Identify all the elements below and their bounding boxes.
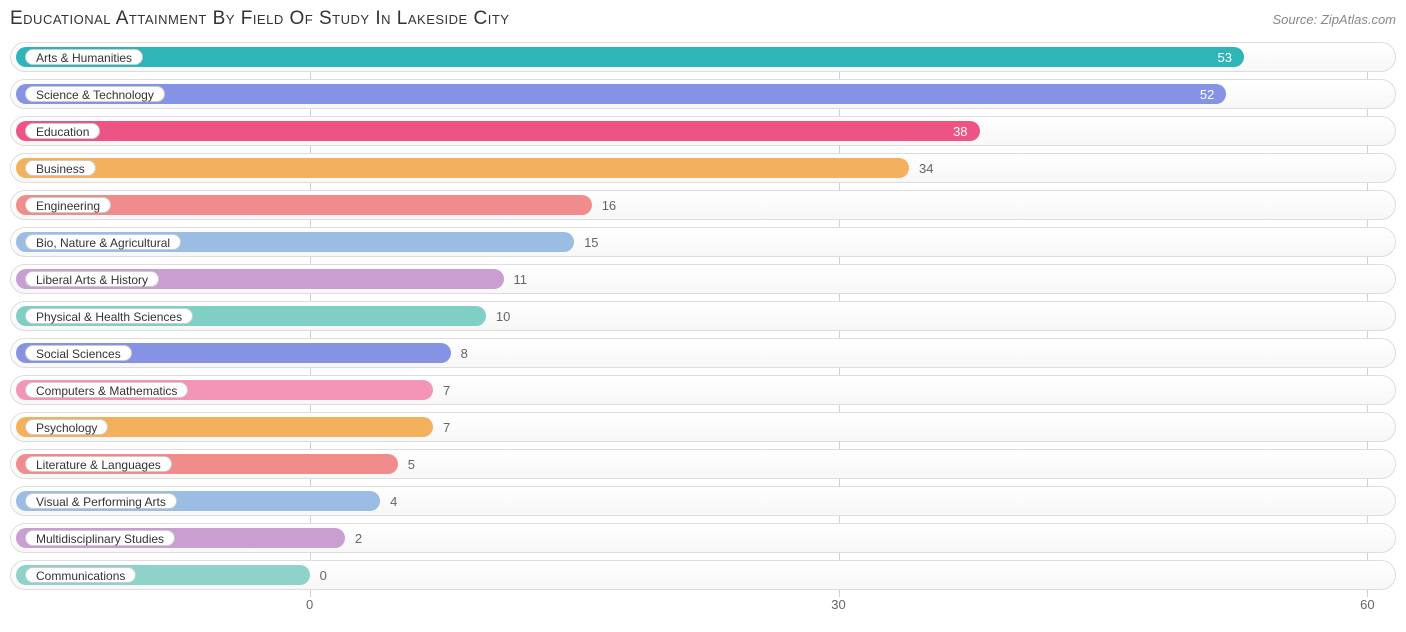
bar-label: Arts & Humanities — [25, 49, 143, 65]
bar-label: Literature & Languages — [25, 456, 172, 472]
bar-row: Visual & Performing Arts 4 — [10, 486, 1396, 516]
bar-value: 0 — [320, 568, 327, 583]
bar-label: Physical & Health Sciences — [25, 308, 193, 324]
bar-label: Communications — [25, 567, 136, 583]
bar-row: Liberal Arts & History 11 — [10, 264, 1396, 294]
bar-row: Communications 0 — [10, 560, 1396, 590]
chart-title: Educational Attainment By Field Of Study… — [10, 8, 509, 30]
bar-row: Computers & Mathematics 7 — [10, 375, 1396, 405]
bar-value: 11 — [514, 272, 528, 287]
bars-area: Arts & Humanities 53 Science & Technology 5… — [10, 42, 1396, 617]
bar-fill — [16, 47, 1244, 67]
bars-wrapper: Arts & Humanities 53 Science & Technology 5… — [10, 42, 1396, 590]
chart-header: Educational Attainment By Field Of Study… — [10, 8, 1396, 30]
bar-label: Social Sciences — [25, 345, 132, 361]
x-axis-label: 60 — [1360, 597, 1374, 612]
bar-label: Engineering — [25, 197, 111, 213]
bar-label: Liberal Arts & History — [25, 271, 159, 287]
bar-label: Bio, Nature & Agricultural — [25, 234, 181, 250]
bar-row: Literature & Languages 5 — [10, 449, 1396, 479]
bar-value: 2 — [355, 531, 362, 546]
bar-label: Education — [25, 123, 100, 139]
bar-row: Engineering 16 — [10, 190, 1396, 220]
bar-value: 52 — [1200, 87, 1214, 102]
x-axis: 0 30 60 — [10, 597, 1396, 617]
bar-row: Physical & Health Sciences 10 — [10, 301, 1396, 331]
bar-label: Multidisciplinary Studies — [25, 530, 175, 546]
bar-row: Business 34 — [10, 153, 1396, 183]
bar-row: Science & Technology 52 — [10, 79, 1396, 109]
bar-row: Arts & Humanities 53 — [10, 42, 1396, 72]
chart-container: Educational Attainment By Field Of Study… — [0, 0, 1406, 632]
chart-source: Source: ZipAtlas.com — [1272, 12, 1396, 27]
x-axis-label: 30 — [831, 597, 845, 612]
bar-row: Education 38 — [10, 116, 1396, 146]
bar-label: Psychology — [25, 419, 108, 435]
bar-label: Visual & Performing Arts — [25, 493, 177, 509]
bar-row: Bio, Nature & Agricultural 15 — [10, 227, 1396, 257]
bar-row: Social Sciences 8 — [10, 338, 1396, 368]
bar-value: 7 — [443, 420, 450, 435]
bar-value: 4 — [390, 494, 397, 509]
bar-row: Multidisciplinary Studies 2 — [10, 523, 1396, 553]
x-axis-label: 0 — [306, 597, 313, 612]
bar-value: 7 — [443, 383, 450, 398]
bar-fill — [16, 121, 980, 141]
bar-value: 38 — [953, 124, 967, 139]
bar-fill — [16, 84, 1226, 104]
bar-label: Computers & Mathematics — [25, 382, 188, 398]
bar-row: Psychology 7 — [10, 412, 1396, 442]
bar-fill — [16, 158, 909, 178]
bar-value: 8 — [461, 346, 468, 361]
bar-label: Business — [25, 160, 96, 176]
bar-value: 53 — [1218, 50, 1232, 65]
bar-value: 16 — [602, 198, 616, 213]
bar-value: 34 — [919, 161, 933, 176]
bar-label: Science & Technology — [25, 86, 165, 102]
bar-value: 15 — [584, 235, 598, 250]
bar-value: 10 — [496, 309, 510, 324]
bar-value: 5 — [408, 457, 415, 472]
